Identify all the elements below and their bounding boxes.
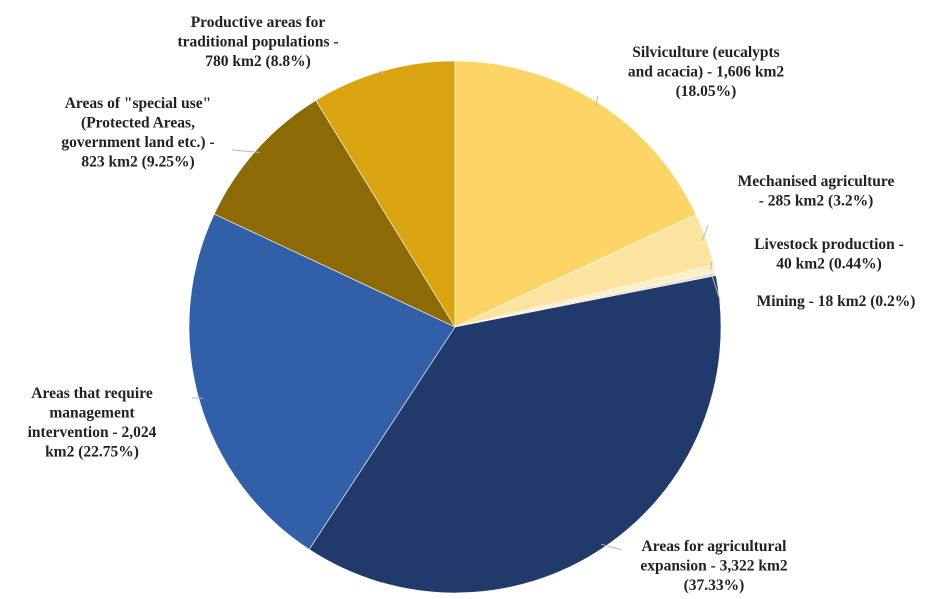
slice-label-silviculture-eucalypts-and-acacia: Silviculture (eucalypts and acacia) - 1,6…: [628, 44, 785, 100]
slice-label-areas-of-special-use-protected-areas-government-land-etc: Areas of "special use" (Protected Areas, g…: [61, 95, 214, 171]
slice-label-mechanised-agriculture: Mechanised agriculture - 285 km2 (3.2%): [738, 173, 895, 210]
slice-label-areas-that-require-management-intervention: Areas that require management intervention…: [28, 385, 157, 461]
leaders-layer: [191, 69, 721, 551]
slices-layer: [188, 60, 722, 594]
leader-line-areas-of-special-use-protected-areas-government-land-etc: [231, 149, 260, 153]
slice-label-line: 823 km2 (9.25%): [81, 154, 194, 171]
leader-line-areas-for-agricultural-expansion: [601, 543, 623, 551]
slice-label-line: (Protected Areas,: [81, 115, 195, 132]
slice-label-line: Areas for agricultural: [642, 538, 788, 555]
leader-line-livestock-production: [710, 261, 713, 270]
slice-label-line: - 285 km2 (3.2%): [759, 193, 874, 210]
slice-label-line: Areas of "special use": [65, 95, 212, 112]
slice-label-line: expansion - 3,322 km2: [640, 558, 788, 575]
slice-label-line: Livestock production -: [754, 236, 904, 253]
slice-label-livestock-production: Livestock production - 40 km2 (0.44%): [754, 236, 904, 273]
leader-line-silviculture-eucalypts-and-acacia: [595, 95, 599, 107]
leader-line-productive-areas-for-traditional-populations: [379, 69, 385, 76]
slice-areas-that-require-management-intervention: [188, 213, 456, 550]
slice-label-line: 40 km2 (0.44%): [776, 256, 881, 273]
slice-label-line: Mechanised agriculture: [738, 173, 895, 190]
slice-label-productive-areas-for-traditional-populations: Productive areas for traditional populati…: [177, 14, 338, 70]
slice-areas-of-special-use-protected-areas-government-land-etc: [213, 99, 456, 328]
leader-line-mechanised-agriculture: [701, 224, 709, 241]
labels-layer: Silviculture (eucalypts and acacia) - 1,6…: [28, 14, 916, 594]
slice-label-line: km2 (22.75%): [45, 444, 139, 461]
slice-label-areas-for-agricultural-expansion: Areas for agricultural expansion - 3,322 …: [640, 538, 788, 594]
slice-label-line: government land etc.) -: [61, 134, 214, 151]
slice-label-line: (37.33%): [684, 577, 745, 594]
slice-label-line: (18.05%): [676, 83, 737, 100]
slice-label-mining: Mining - 18 km2 (0.2%): [757, 293, 916, 310]
slice-label-line: management: [49, 405, 135, 422]
slice-label-line: intervention - 2,024: [28, 424, 157, 441]
slice-label-line: Mining - 18 km2 (0.2%): [757, 293, 916, 310]
slice-label-line: and acacia) - 1,606 km2: [628, 64, 785, 81]
leader-line-mining: [711, 274, 721, 301]
slice-productive-areas-for-traditional-populations: [315, 60, 456, 329]
slice-label-line: 780 km2 (8.8%): [205, 53, 310, 70]
slice-silviculture-eucalypts-and-acacia: [454, 60, 697, 328]
slice-areas-for-agricultural-expansion: [308, 275, 722, 594]
slice-label-line: Silviculture (eucalypts: [632, 44, 779, 61]
slice-label-line: Areas that require: [31, 385, 153, 402]
slice-label-line: Productive areas for: [191, 14, 326, 31]
slice-label-line: traditional populations -: [177, 34, 338, 51]
